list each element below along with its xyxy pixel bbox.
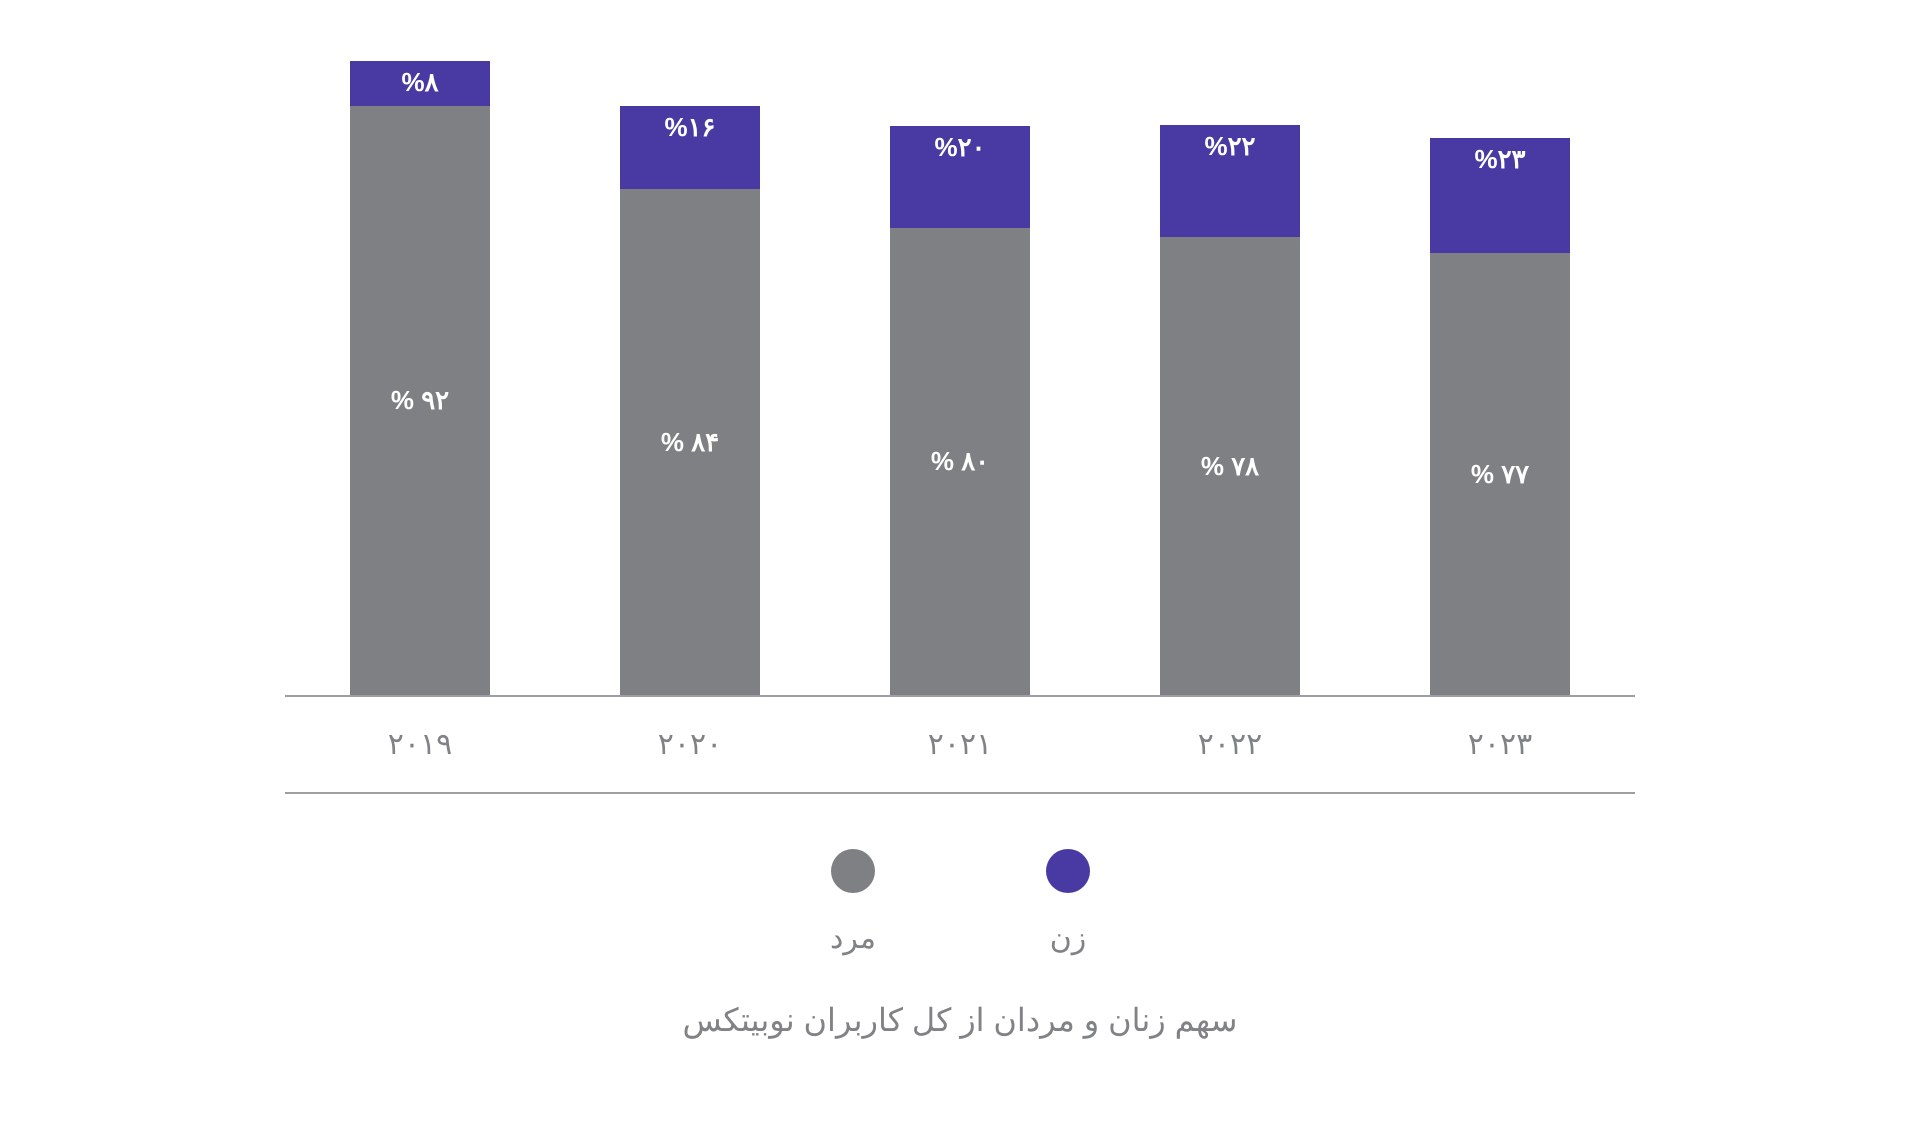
legend-label-female: زن bbox=[1050, 921, 1087, 956]
bar: %۸ % ۹۲ bbox=[350, 61, 490, 695]
x-label: ۲۰۲۳ bbox=[1365, 727, 1635, 762]
segment-male: % ۸۴ bbox=[620, 189, 760, 695]
legend-label-male: مرد bbox=[830, 921, 876, 956]
x-label: ۲۰۲۰ bbox=[555, 727, 825, 762]
legend-item-female: زن bbox=[1046, 849, 1090, 956]
x-label: ۲۰۱۹ bbox=[285, 727, 555, 762]
bar: %۲۰ % ۸۰ bbox=[890, 126, 1030, 695]
plot-area: %۸ % ۹۲ %۱۶ % ۸۴ %۲۰ % ۸۰ %۲۲ % ۷۸ bbox=[285, 55, 1635, 697]
segment-female: %۲۳ bbox=[1430, 138, 1570, 253]
bar-column: %۱۶ % ۸۴ bbox=[555, 106, 825, 695]
legend-swatch-female bbox=[1046, 849, 1090, 893]
segment-female: %۲۰ bbox=[890, 126, 1030, 228]
bar: %۲۳ % ۷۷ bbox=[1430, 138, 1570, 695]
segment-female: %۲۲ bbox=[1160, 125, 1300, 237]
legend-item-male: مرد bbox=[830, 849, 876, 956]
x-label: ۲۰۲۱ bbox=[825, 727, 1095, 762]
legend: مرد زن bbox=[285, 849, 1635, 956]
segment-male: % ۷۷ bbox=[1430, 253, 1570, 695]
legend-swatch-male bbox=[831, 849, 875, 893]
bar: %۲۲ % ۷۸ bbox=[1160, 125, 1300, 695]
segment-male: % ۷۸ bbox=[1160, 237, 1300, 695]
bar-column: %۸ % ۹۲ bbox=[285, 61, 555, 695]
bar-column: %۲۳ % ۷۷ bbox=[1365, 138, 1635, 695]
segment-female: %۱۶ bbox=[620, 106, 760, 189]
chart-caption: سهم زنان و مردان از کل کاربران نوبیتکس bbox=[285, 1001, 1635, 1039]
segment-female: %۸ bbox=[350, 61, 490, 106]
x-label: ۲۰۲۲ bbox=[1095, 727, 1365, 762]
x-axis-labels: ۲۰۱۹ ۲۰۲۰ ۲۰۲۱ ۲۰۲۲ ۲۰۲۳ bbox=[285, 727, 1635, 794]
bar-column: %۲۰ % ۸۰ bbox=[825, 126, 1095, 695]
bar-column: %۲۲ % ۷۸ bbox=[1095, 125, 1365, 695]
segment-male: % ۹۲ bbox=[350, 106, 490, 695]
bar: %۱۶ % ۸۴ bbox=[620, 106, 760, 695]
segment-male: % ۸۰ bbox=[890, 228, 1030, 695]
gender-share-chart: %۸ % ۹۲ %۱۶ % ۸۴ %۲۰ % ۸۰ %۲۲ % ۷۸ bbox=[285, 0, 1635, 1039]
